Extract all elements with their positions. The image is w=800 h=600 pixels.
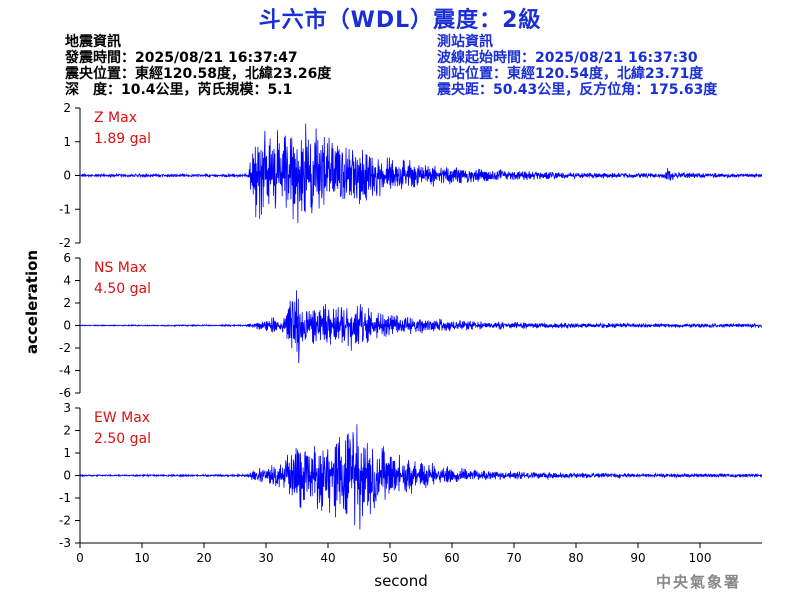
y-axis-label: acceleration	[23, 250, 41, 354]
y-tick-label: -2	[59, 341, 71, 355]
y-tick-label: -2	[59, 236, 71, 250]
max-label: NS Max	[94, 260, 147, 276]
waveform-ew	[79, 424, 763, 530]
x-tick-label: 20	[196, 551, 211, 565]
y-tick-label: 2	[63, 296, 71, 310]
earthquake-info-heading: 地震資訊	[65, 34, 121, 50]
max-label: EW Max	[94, 410, 150, 426]
y-tick-label: 3	[63, 401, 71, 415]
panel-ew: 3 2 1 0 -1 -2 -3 EW Max 2.50 gal	[59, 401, 763, 550]
panel-ns: 6 4 2 0 -2 -4 -6 NS Max 4.50 gal	[59, 251, 763, 400]
x-tick-label: 100	[689, 551, 712, 565]
x-tick-label: 70	[506, 551, 521, 565]
x-tick-label: 40	[320, 551, 335, 565]
y-tick-label: 0	[63, 319, 71, 333]
waveform-ns	[79, 290, 763, 364]
station-info-panel: 測站資訊 波線起始時間：2025/08/21 16:37:30 測站位置：東經1…	[437, 34, 718, 99]
y-tick-label: -1	[59, 202, 71, 216]
station-info-heading: 測站資訊	[437, 34, 493, 50]
x-tick-label: 60	[444, 551, 459, 565]
y-tick-label: 1	[63, 446, 71, 460]
station-location: 測站位置：東經120.54度，北緯23.71度	[437, 66, 704, 82]
y-tick-label: 0	[63, 469, 71, 483]
x-tick-label: 0	[76, 551, 84, 565]
earthquake-info-panel: 地震資訊 發震時間：2025/08/21 16:37:47 震央位置：東經120…	[65, 34, 332, 99]
max-value: 1.89 gal	[94, 131, 151, 147]
y-tick-label: 2	[63, 424, 71, 438]
x-tick-label: 50	[382, 551, 397, 565]
y-tick-label: -3	[59, 536, 71, 550]
max-value: 2.50 gal	[94, 431, 151, 447]
origin-time: 發震時間：2025/08/21 16:37:47	[65, 50, 298, 66]
cwa-watermark: 中央氣象署	[656, 573, 741, 591]
y-tick-label: 2	[63, 101, 71, 115]
y-tick-label: 0	[63, 169, 71, 183]
waveform-z	[80, 123, 763, 224]
x-tick-label: 10	[134, 551, 149, 565]
panel-z: 2 1 0 -1 -2 Z Max 1.89 gal	[59, 101, 763, 250]
max-value: 4.50 gal	[94, 281, 151, 297]
y-tick-label: 1	[63, 135, 71, 149]
x-tick-label: 80	[568, 551, 583, 565]
x-axis-label: second	[374, 572, 428, 590]
y-tick-label: -4	[59, 364, 71, 378]
y-tick-label: -2	[59, 514, 71, 528]
depth-magnitude: 深 度：10.4公里，芮氏規模：5.1	[65, 82, 293, 98]
wave-start-time: 波線起始時間：2025/08/21 16:37:30	[437, 50, 698, 66]
y-tick-label: 4	[63, 274, 71, 288]
y-tick-label: -1	[59, 491, 71, 505]
y-tick-label: -6	[59, 386, 71, 400]
max-label: Z Max	[94, 110, 137, 126]
page-title: 斗六市（WDL）震度：2級	[258, 8, 542, 33]
x-tick-label: 30	[258, 551, 273, 565]
epicentral-distance: 震央距：50.43公里，反方位角：175.63度	[437, 82, 718, 98]
x-tick-label: 90	[630, 551, 645, 565]
epicenter-location: 震央位置：東經120.58度，北緯23.26度	[65, 66, 332, 82]
y-tick-label: 6	[63, 251, 71, 265]
